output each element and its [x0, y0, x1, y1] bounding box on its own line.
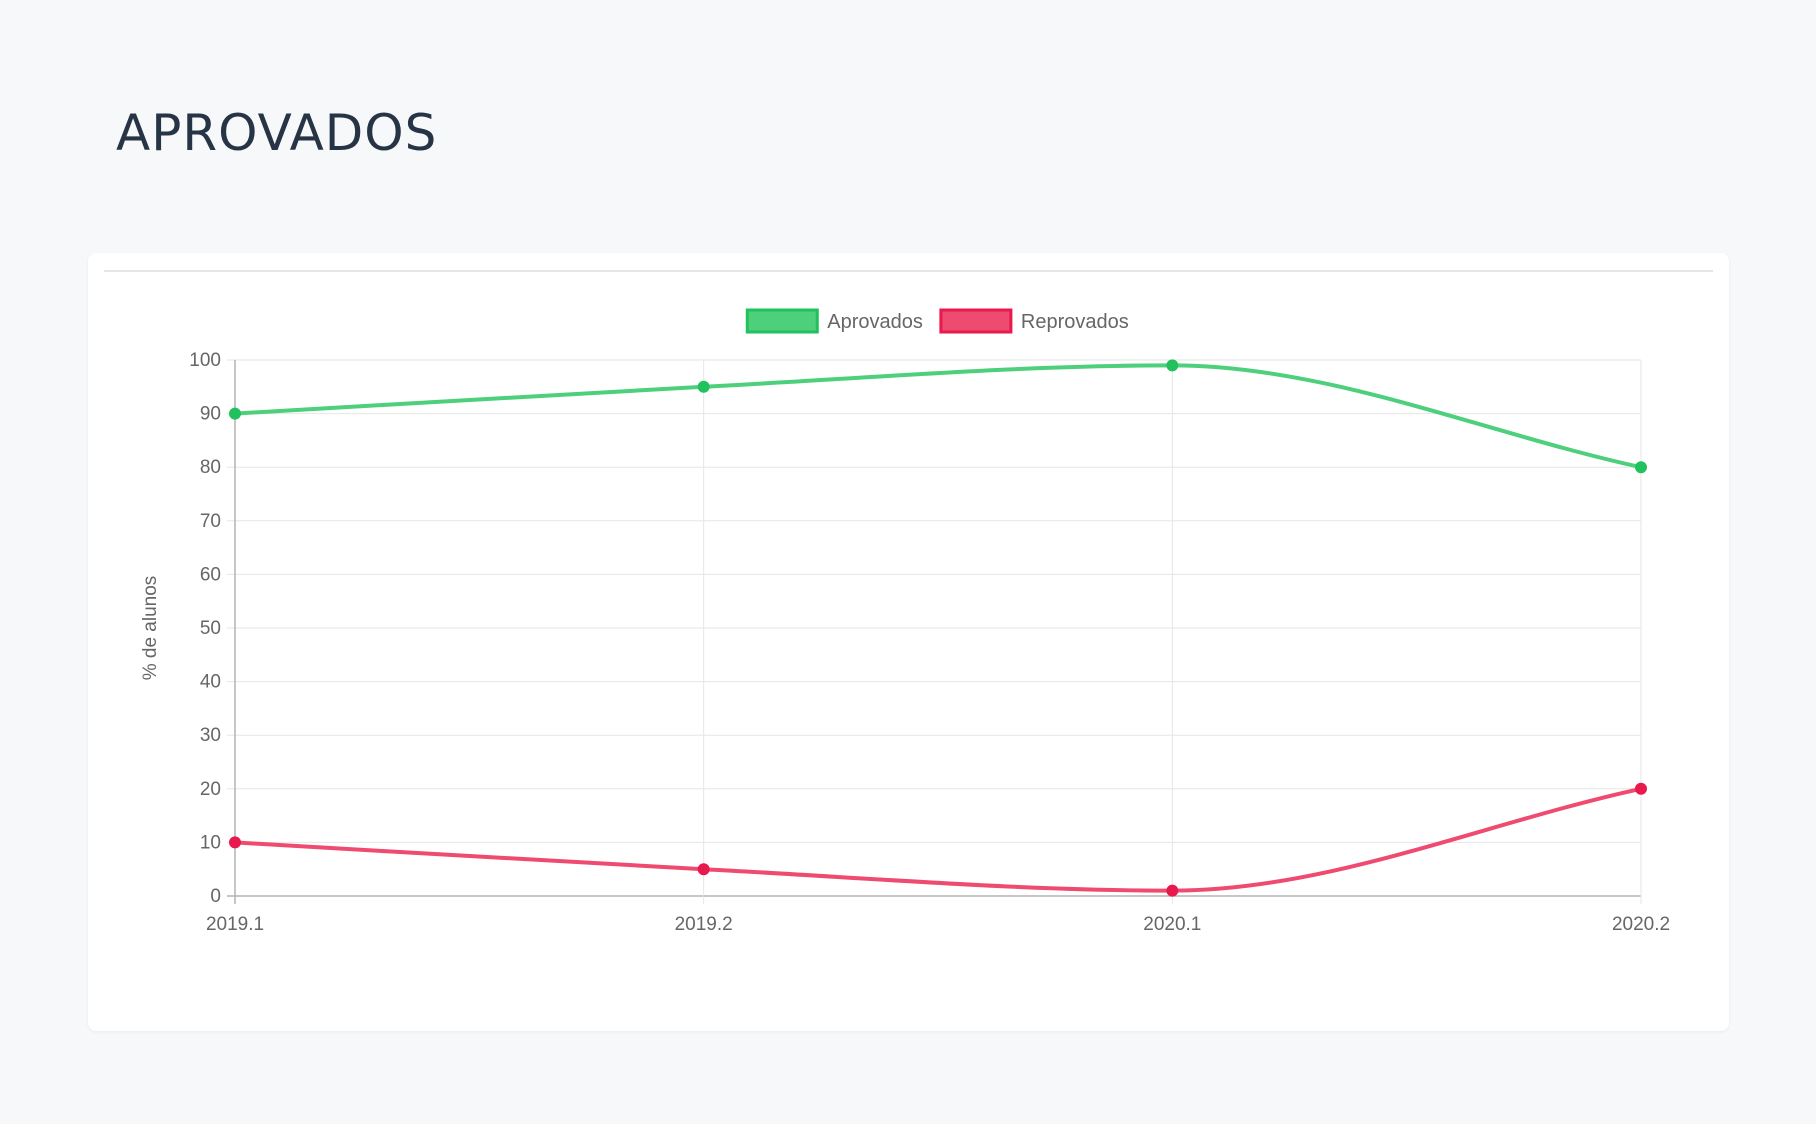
- x-tick-label: 2020.2: [1612, 914, 1670, 935]
- series-line-aprovados: [233, 363, 1643, 470]
- legend-swatch: [939, 308, 1013, 334]
- legend-swatch: [745, 308, 819, 334]
- data-point-aprovados[interactable]: [229, 407, 241, 420]
- legend-label: Aprovados: [827, 311, 923, 333]
- grid-layer: [227, 359, 1642, 904]
- y-axis-title: % de alunos: [140, 576, 161, 681]
- y-tick-label: 60: [200, 564, 221, 585]
- chart-card: 0 10 20 30 40 50 60 70 80 90 100 2019.1 2019.2 2020.1…: [88, 253, 1729, 1031]
- data-point-reprovados[interactable]: [1635, 782, 1647, 795]
- y-tick-label: 80: [200, 457, 221, 478]
- y-tick-label: 50: [200, 618, 221, 639]
- y-tick-label: 70: [200, 511, 221, 532]
- data-point-reprovados[interactable]: [1166, 884, 1179, 897]
- data-point-aprovados[interactable]: [1635, 461, 1647, 474]
- data-point-aprovados[interactable]: [1166, 359, 1179, 372]
- axis-layer: 0 10 20 30 40 50 60 70 80 90 100 2019.1 2019.2 2020.1…: [189, 350, 1670, 935]
- data-point-reprovados[interactable]: [697, 863, 710, 876]
- y-tick-label: 20: [200, 779, 221, 800]
- x-tick-label: 2020.1: [1143, 914, 1201, 935]
- x-tick-label: 2019.1: [206, 914, 264, 935]
- data-point-aprovados[interactable]: [697, 380, 710, 393]
- x-tick-label: 2019.2: [675, 914, 733, 935]
- legend-item-reprovados[interactable]: Reprovados: [939, 308, 1129, 334]
- y-tick-label: 30: [200, 725, 221, 746]
- line-chart: 0 10 20 30 40 50 60 70 80 90 100 2019.1 2019.2 2020.1…: [140, 308, 1670, 935]
- card-divider: [104, 270, 1713, 272]
- y-tick-label: 0: [210, 886, 221, 907]
- data-point-reprovados[interactable]: [229, 836, 241, 849]
- y-tick-label: 100: [189, 350, 221, 371]
- page-title: APROVADOS: [116, 104, 438, 162]
- legend-label: Reprovados: [1021, 311, 1129, 333]
- series-layer: [229, 359, 1647, 897]
- y-tick-label: 40: [200, 672, 221, 693]
- legend-item-aprovados[interactable]: Aprovados: [745, 308, 923, 334]
- series-line-reprovados: [233, 786, 1643, 893]
- y-tick-label: 90: [200, 404, 221, 425]
- chart-legend: Aprovados Reprovados: [745, 308, 1129, 334]
- y-tick-label: 10: [200, 832, 221, 853]
